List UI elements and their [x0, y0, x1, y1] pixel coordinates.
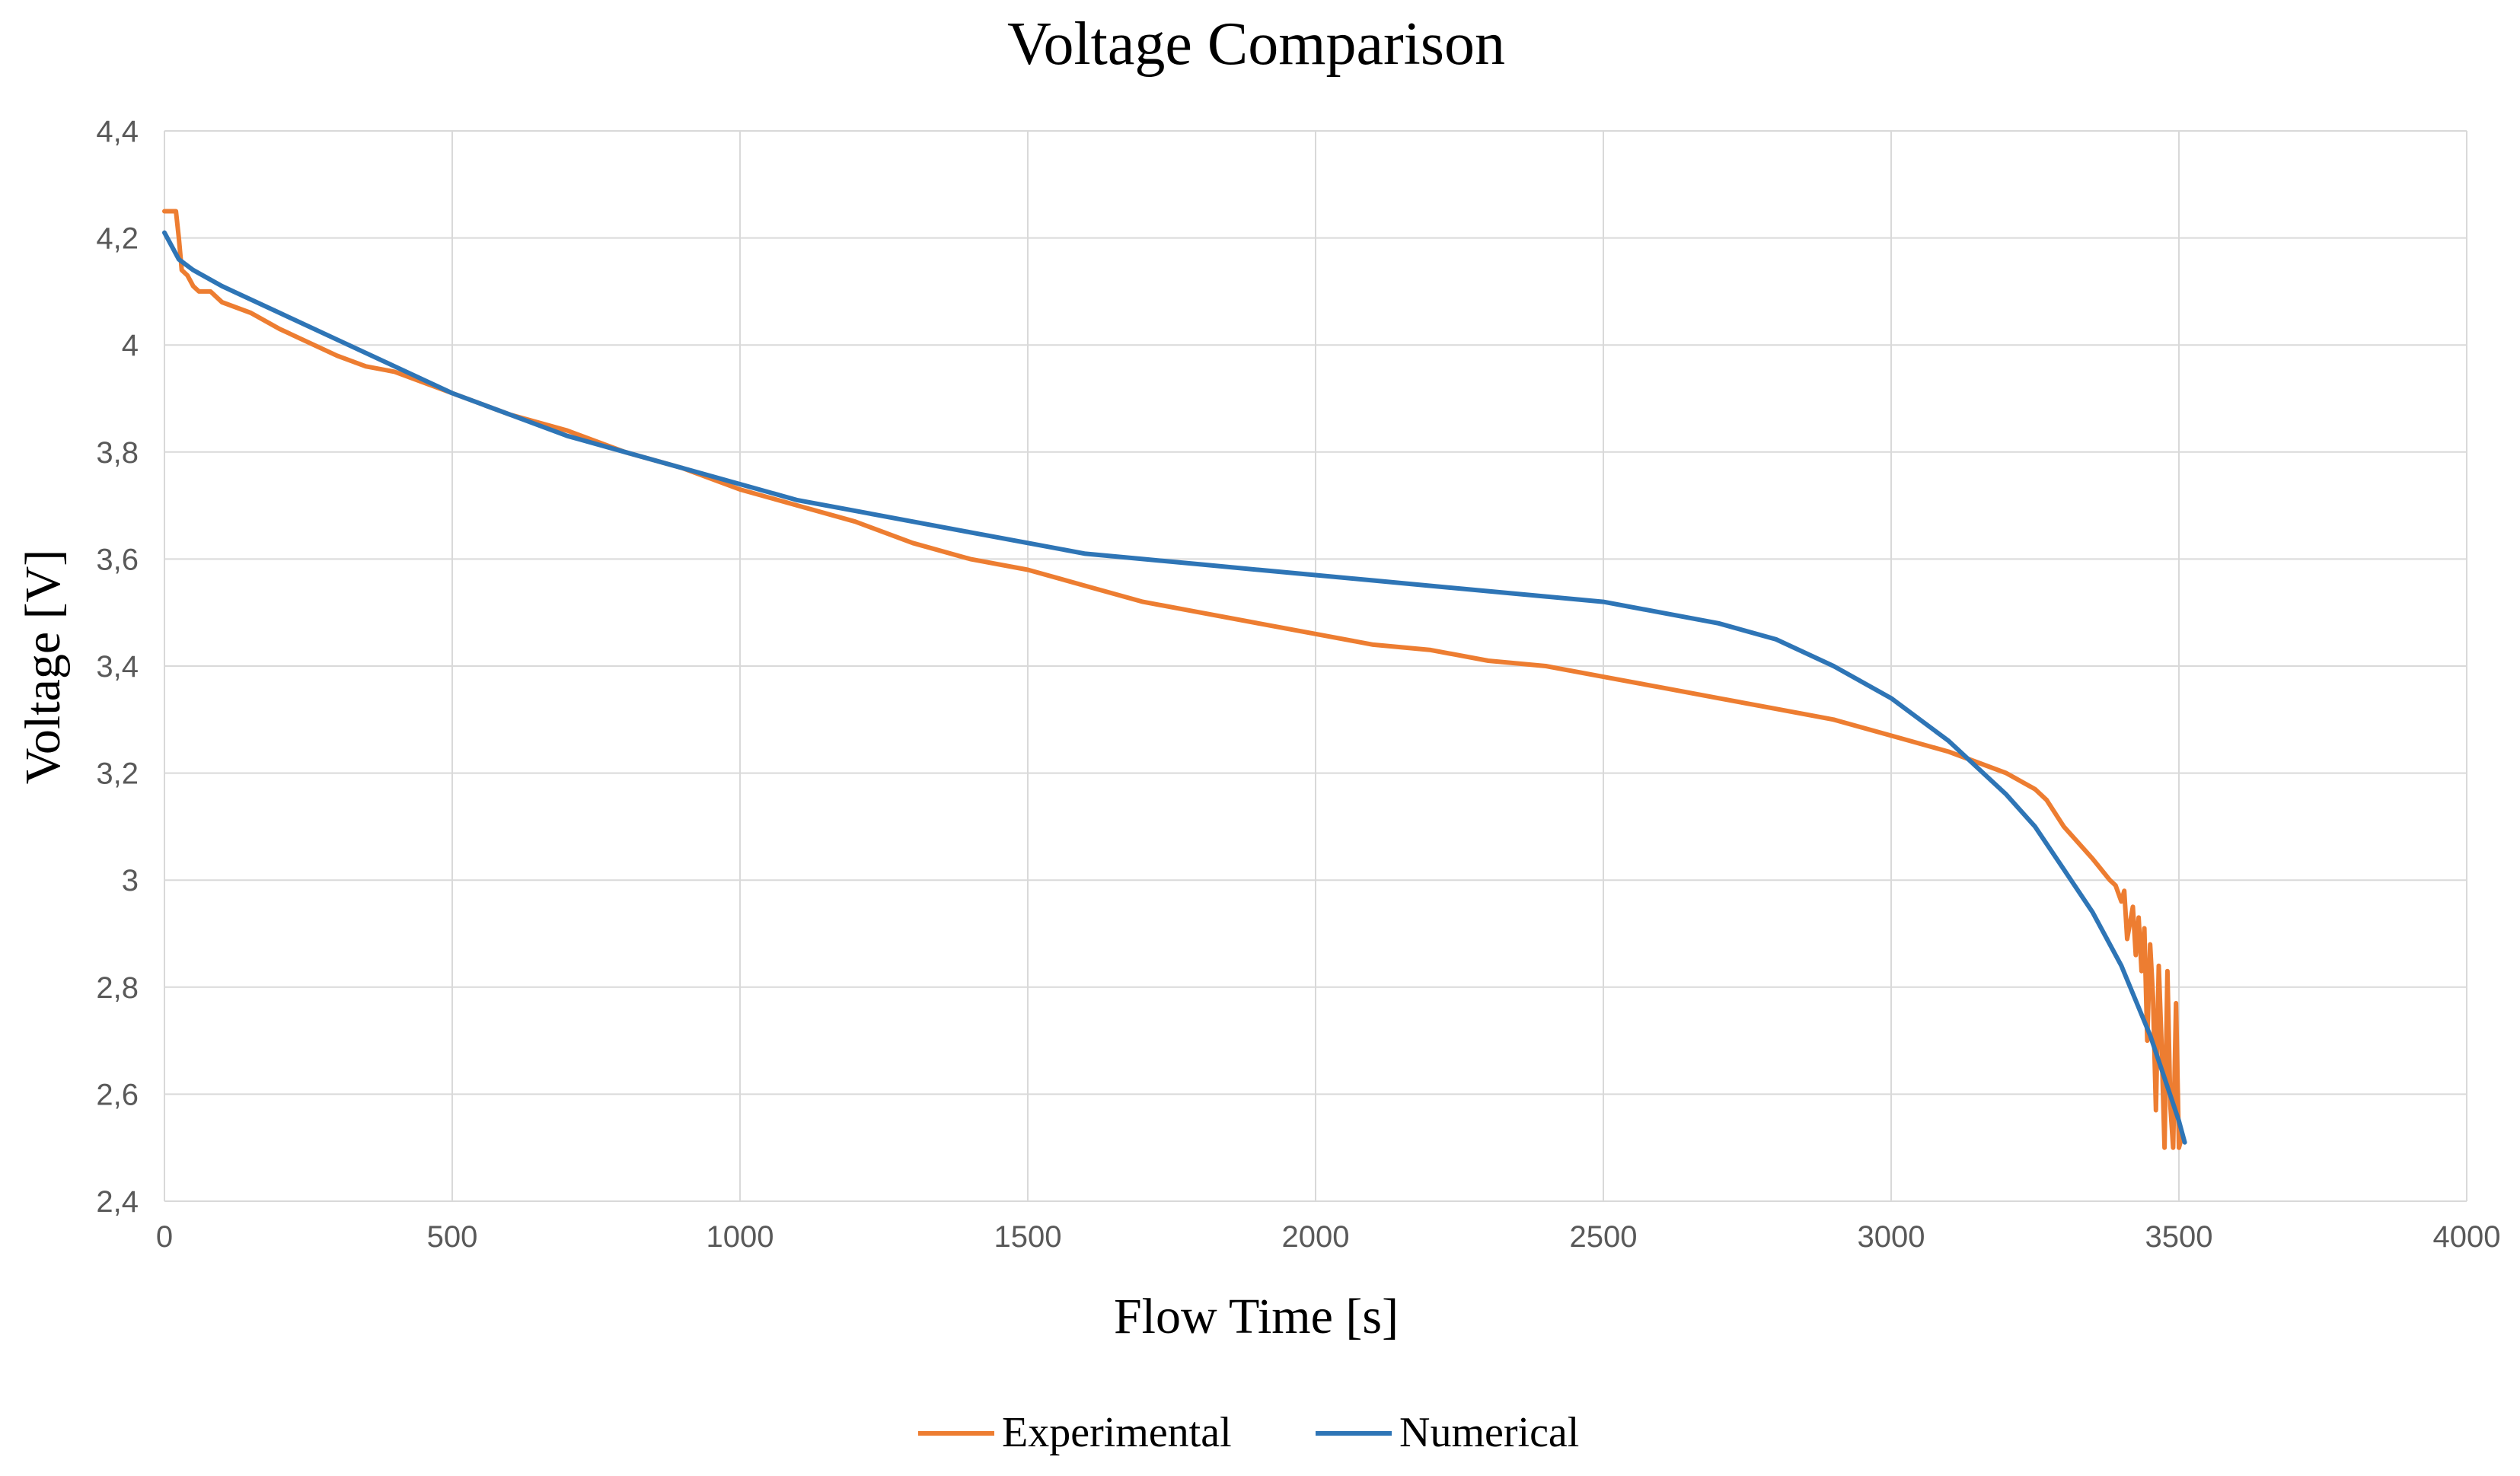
y-tick-label: 2,4	[96, 1185, 139, 1219]
x-tick-label: 3500	[2145, 1220, 2213, 1254]
x-tick-label: 2500	[1570, 1220, 1638, 1254]
series-line-experimental	[162, 209, 2184, 1150]
legend-label-numerical: Numerical	[1399, 1409, 1579, 1456]
y-tick-label: 3,2	[96, 757, 139, 791]
series-line-numerical	[162, 230, 2187, 1145]
y-tick-label: 3,4	[96, 650, 139, 684]
grid	[164, 130, 2467, 1202]
y-tick-label: 4	[122, 329, 139, 362]
y-tick-label: 3,8	[96, 436, 139, 470]
chart-title: Voltage Comparison	[1007, 11, 1505, 78]
x-tick-label: 1500	[994, 1220, 1062, 1254]
x-tick-label: 500	[427, 1220, 478, 1254]
y-tick-label: 2,8	[96, 971, 139, 1005]
y-axis-title: Voltage [V]	[15, 550, 71, 785]
x-tick-label: 3000	[1858, 1220, 1925, 1254]
y-tick-label: 2,6	[96, 1078, 139, 1111]
x-axis-title: Flow Time [s]	[1114, 1289, 1399, 1344]
series	[162, 209, 2187, 1150]
y-tick-label: 4,4	[96, 115, 139, 148]
y-tick-label: 4,2	[96, 222, 139, 256]
x-tick-label: 4000	[2433, 1220, 2501, 1254]
x-tick-label: 1000	[707, 1220, 774, 1254]
x-tick-label: 2000	[1282, 1220, 1350, 1254]
legend-label-experimental: Experimental	[1002, 1409, 1232, 1456]
y-tick-label: 3	[122, 864, 139, 897]
y-axis-ticks: 2,4 2,6 2,8 3 3,2 3,4 3,6 3,8 4 4,2 4,4	[96, 115, 139, 1219]
legend: Experimental Numerical	[918, 1409, 1579, 1456]
y-tick-label: 3,6	[96, 543, 139, 576]
x-tick-label: 0	[156, 1220, 173, 1254]
x-axis-ticks: 0 500 1000 1500 2000 2500 3000 3500 4000	[156, 1220, 2501, 1254]
